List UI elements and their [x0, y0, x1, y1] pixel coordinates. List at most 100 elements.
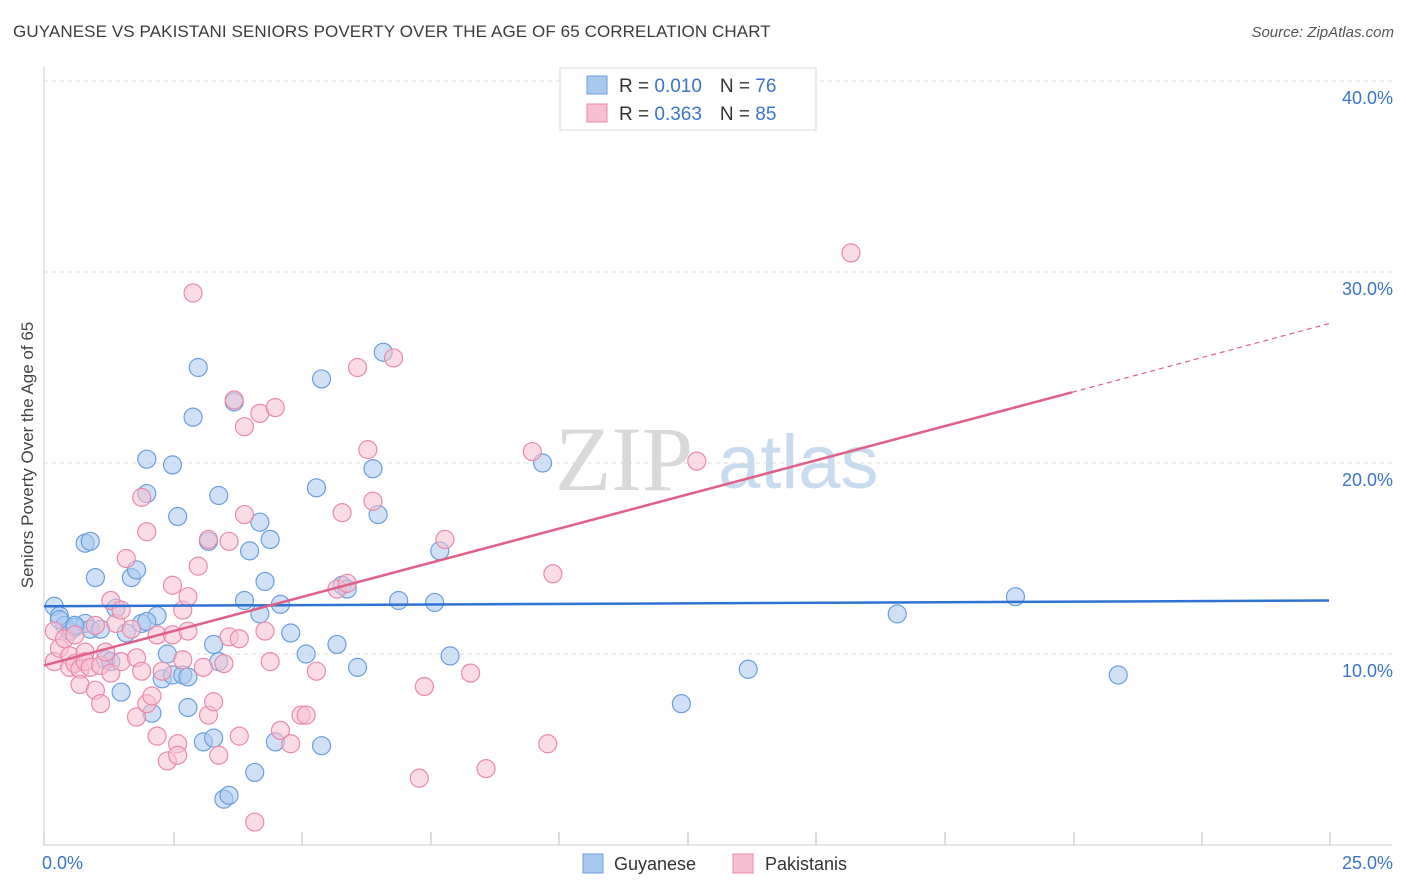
pakistani-point-52 [219, 531, 239, 551]
guyanese-point-40 [234, 590, 255, 611]
pakistani-point-28 [132, 487, 152, 507]
pakistani-point-17 [96, 642, 116, 662]
pakistani-point-26 [126, 707, 147, 727]
guyanese-point-58 [363, 459, 383, 479]
x-tick-label-max: 25.0% [1342, 853, 1393, 873]
source-label: Source: ZipAtlas.com [1251, 24, 1394, 41]
pakistani-point-75 [383, 348, 404, 368]
pakistani-point-56 [229, 726, 249, 746]
guyanese-point-45 [255, 571, 275, 592]
pakistani-point-33 [147, 726, 167, 746]
pakistani-point-46 [193, 657, 213, 677]
guyanese-point-18 [137, 449, 157, 469]
pakistani-point-80 [476, 758, 496, 779]
guyanese-point-36 [209, 485, 229, 506]
pakistani-point-50 [209, 745, 229, 765]
guyanese-point-57 [347, 657, 368, 677]
guyanese-point-50 [296, 644, 316, 664]
legend-label-pakistanis: Pakistanis [765, 854, 847, 874]
guyanese-point-34 [204, 634, 224, 655]
n-value-pakistanis: 85 [755, 104, 776, 125]
pakistani-point-42 [178, 587, 198, 607]
guyanese-point-29 [183, 407, 203, 427]
pakistani-point-55 [229, 629, 249, 649]
guyanese-point-9 [80, 531, 100, 551]
guyanese-trendline [43, 599, 1330, 608]
pakistani-point-59 [245, 812, 265, 832]
pakistani-point-31 [142, 686, 162, 706]
legend-swatch-pakistanis [732, 853, 754, 874]
gridlines [44, 80, 1392, 655]
watermark-atlas: atlas [718, 420, 879, 505]
guyanese-point-33 [204, 728, 224, 748]
r-label-pakistanis: R = [619, 104, 654, 125]
guyanese-point-26 [168, 506, 188, 527]
pakistani-point-85 [841, 243, 861, 263]
pakistani-point-30 [137, 522, 157, 542]
guyanese-point-70 [1108, 665, 1128, 685]
guyanese-point-28 [178, 697, 198, 718]
n-label-pakistanis: N = [720, 104, 755, 125]
pakistani-point-70 [332, 503, 352, 523]
stats-row-pakistanis: R = 0.363 N = 85 [619, 104, 776, 125]
n-value-guyanese: 76 [755, 76, 776, 97]
r-value-guyanese: 0.010 [654, 76, 702, 97]
pakistani-point-68 [306, 661, 327, 681]
guyanese-point-41 [240, 541, 260, 561]
pakistani-point-83 [543, 564, 563, 584]
pakistani-point-47 [198, 529, 219, 550]
pakistani-point-39 [168, 745, 188, 765]
watermark-zip: ZIP [555, 408, 693, 510]
pakistani-point-45 [188, 556, 208, 576]
pakistani-point-24 [121, 619, 141, 639]
guyanese-point-71 [137, 611, 157, 632]
guyanese-point-67 [738, 659, 758, 679]
pakistani-point-74 [363, 491, 383, 511]
guyanese-point-38 [219, 785, 239, 805]
y-tick-label-40: 40.0% [1342, 88, 1393, 108]
stats-legend: R = 0.010 N = 76 R = 0.363 N = 85 [559, 67, 817, 131]
pakistani-point-54 [224, 390, 244, 410]
stats-row-guyanese: R = 0.010 N = 76 [619, 76, 776, 97]
guyanese-point-62 [425, 592, 445, 613]
legend-label-guyanese: Guyanese [614, 854, 696, 874]
r-value-pakistanis: 0.363 [654, 104, 702, 125]
pakistani-point-77 [414, 676, 434, 697]
legend-swatch-guyanese [582, 853, 604, 874]
pakistani-point-57 [234, 504, 255, 525]
pakistani-point-40 [173, 650, 193, 670]
y-tick-label-10: 10.0% [1342, 661, 1393, 681]
y-axis-title: Seniors Poverty Over the Age of 65 [18, 322, 37, 588]
pakistani-point-79 [461, 663, 481, 683]
pakistani-points [44, 243, 861, 832]
pakistani-trendline-extension [1071, 322, 1330, 393]
pakistani-point-37 [162, 575, 183, 595]
pakistani-point-34 [152, 661, 172, 681]
guyanese-point-61 [389, 590, 409, 611]
pakistani-point-44 [183, 283, 203, 303]
guyanese-point-43 [250, 512, 270, 532]
pakistani-point-72 [347, 357, 368, 378]
pakistani-point-49 [204, 692, 224, 712]
pakistani-point-65 [281, 734, 301, 754]
pakistani-point-78 [435, 529, 455, 550]
x-ticks [43, 832, 1331, 845]
y-tick-label-30: 30.0% [1342, 279, 1393, 299]
pakistani-point-67 [296, 705, 316, 725]
pakistani-point-73 [358, 440, 378, 460]
pakistani-point-23 [116, 548, 136, 569]
pakistani-point-22 [111, 600, 131, 620]
pakistani-point-76 [409, 768, 429, 788]
guyanese-point-54 [327, 634, 347, 655]
guyanese-point-42 [245, 762, 265, 783]
n-label-guyanese: N = [720, 76, 755, 97]
guyanese-point-53 [311, 736, 332, 756]
guyanese-point-64 [440, 646, 460, 666]
y-tick-label-20: 20.0% [1342, 470, 1393, 490]
chart-title: GUYANESE VS PAKISTANI SENIORS POVERTY OV… [13, 22, 771, 41]
y-tick-labels: 10.0% 20.0% 30.0% 40.0% [1342, 88, 1393, 681]
pakistani-point-63 [265, 398, 285, 418]
pakistani-point-27 [132, 661, 152, 681]
guyanese-point-30 [188, 357, 208, 378]
